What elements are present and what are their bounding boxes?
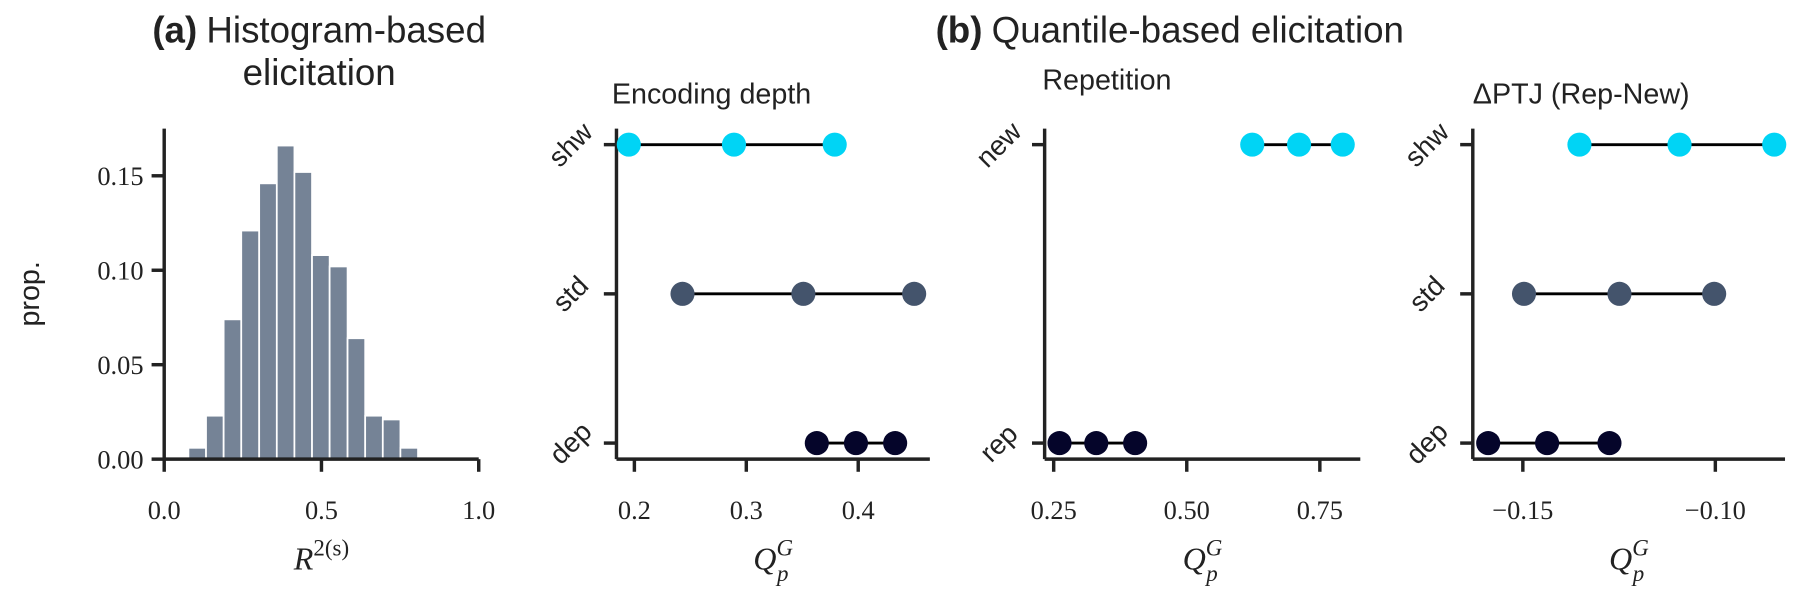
quantile-dot	[1702, 281, 1727, 306]
quantile-dot	[1535, 431, 1560, 456]
x-tick-label: 0.50	[1164, 495, 1210, 525]
x-tick-label: −0.10	[1685, 495, 1746, 525]
x-tick-label: 0.75	[1297, 495, 1343, 525]
x-axis-label-sub: p	[1631, 561, 1644, 586]
quantile-dot	[902, 281, 927, 306]
histogram-bar	[222, 318, 243, 461]
quantile-dot	[791, 281, 816, 306]
x-tick-label: −0.15	[1492, 495, 1553, 525]
quantile-dot	[1567, 132, 1592, 157]
x-axis-label-base: Q	[1609, 540, 1632, 576]
subplot-title: ΔPTJ (Rep-New)	[1473, 78, 1690, 110]
histogram-bar	[328, 265, 349, 461]
subplot-title: Encoding depth	[612, 78, 811, 110]
panel-title-text: Quantile-based elicitation	[992, 9, 1404, 50]
x-tick-label: 0.5	[305, 495, 338, 525]
x-axis-label: QG p	[1183, 536, 1223, 586]
x-axis-label: QG p	[753, 536, 793, 586]
x-axis-label-base: Q	[1183, 540, 1206, 576]
x-axis-label-sub: p	[1204, 561, 1217, 586]
x-tick-label: 0.4	[842, 495, 875, 525]
quantile-dot	[1047, 431, 1072, 456]
histogram-bar	[275, 144, 296, 461]
quantile-dot	[1476, 431, 1501, 456]
panel-title: (b) Quantile-based elicitation	[936, 9, 1404, 50]
histogram-bar	[240, 229, 261, 461]
y-tick-label: 0.15	[97, 161, 143, 191]
quantile-dot	[721, 132, 747, 157]
panel-title: elicitation	[243, 52, 396, 93]
y-tick-label: dep	[543, 416, 597, 470]
quantile-dot	[804, 431, 829, 456]
quantile-dot	[1123, 431, 1148, 456]
quantile-dot	[1084, 431, 1109, 456]
histogram-bar	[293, 171, 313, 461]
panel-title: (a) Histogram-based	[152, 9, 486, 50]
x-axis-label-base: R	[293, 540, 314, 576]
y-axis-label: prop.	[14, 261, 46, 326]
quantile-dot	[883, 431, 908, 456]
x-axis-label-sup: G	[776, 536, 793, 561]
quantile-dot	[1607, 281, 1632, 306]
y-tick-label: new	[970, 116, 1028, 174]
x-axis-label: QG p	[1609, 536, 1649, 586]
y-tick-label: dep	[1399, 416, 1453, 470]
y-tick-label: std	[1403, 270, 1451, 318]
histogram-bar	[381, 418, 402, 461]
x-tick-label: 0.2	[618, 495, 651, 525]
quantile-dot	[1667, 132, 1692, 157]
x-tick-label: 0.25	[1031, 495, 1077, 525]
histogram-bar	[258, 182, 278, 461]
y-tick-label: 0.00	[97, 444, 143, 474]
quantile-dot	[616, 132, 641, 157]
histogram-bar	[205, 414, 225, 461]
x-tick-label: 1.0	[462, 495, 495, 525]
x-axis-label-base: Q	[753, 540, 776, 576]
x-axis-label-sup: 2(s)	[313, 536, 349, 561]
x-axis-label-sub: p	[775, 561, 788, 586]
quantile-dot	[822, 132, 847, 157]
subplot-title: Repetition	[1042, 65, 1171, 97]
histogram-bar	[346, 337, 367, 461]
y-tick-label: 0.10	[97, 255, 143, 285]
x-axis-label-sup: G	[1632, 536, 1649, 561]
y-tick-label: shw	[1398, 116, 1455, 173]
quantile-dot	[670, 281, 695, 306]
panel-title-text: Histogram-based	[206, 9, 486, 50]
quantile-dot	[1330, 132, 1355, 157]
quantile-dot	[1511, 281, 1537, 306]
y-tick-label: std	[546, 270, 594, 318]
histogram-bar	[364, 414, 384, 461]
y-tick-label: rep	[973, 418, 1023, 468]
histogram-bar	[311, 254, 331, 461]
quantile-dot	[843, 431, 869, 456]
y-tick-label: shw	[542, 116, 599, 173]
panel-label: (b)	[936, 9, 983, 50]
x-axis-label-sup: G	[1206, 536, 1223, 561]
quantile-dot	[1240, 132, 1265, 157]
panel-label: (a)	[152, 9, 197, 50]
quantile-dot	[1287, 132, 1312, 157]
x-axis-label: R2(s)	[293, 536, 349, 577]
quantile-dot	[1762, 132, 1787, 157]
x-tick-label: 0.0	[148, 495, 181, 525]
quantile-dot	[1597, 431, 1622, 456]
y-tick-label: 0.05	[97, 350, 143, 380]
x-tick-label: 0.3	[730, 495, 763, 525]
